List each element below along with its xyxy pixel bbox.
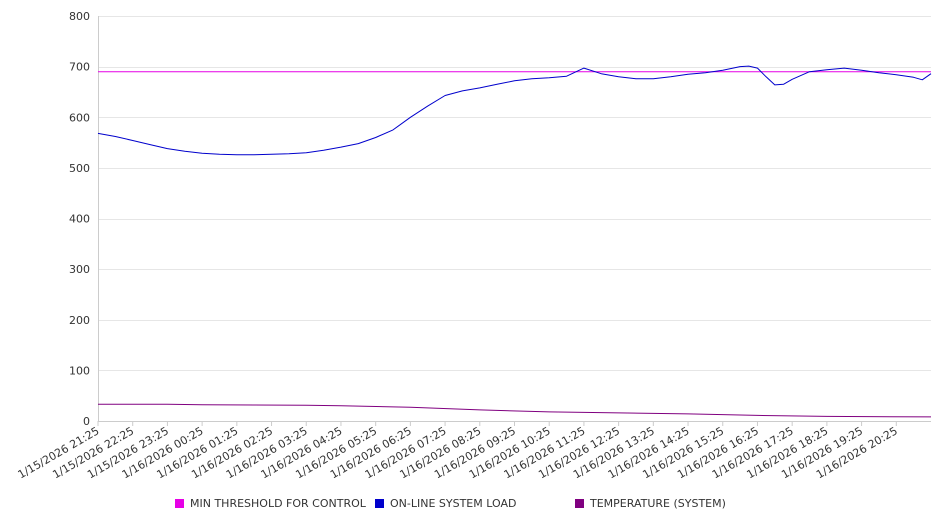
y-tick-label-500: 500: [69, 162, 90, 175]
y-tick-label-200: 200: [69, 314, 90, 327]
y-tick-label-800: 800: [69, 10, 90, 23]
legend-item-min-threshold[interactable]: MIN THRESHOLD FOR CONTROL: [175, 497, 366, 510]
legend-item-system-load[interactable]: ON-LINE SYSTEM LOAD: [375, 497, 516, 510]
series-line-system-load: [97, 65, 932, 156]
y-tick-label-100: 100: [69, 364, 90, 377]
legend-label-system-load: ON-LINE SYSTEM LOAD: [390, 497, 517, 510]
legend-label-min-threshold: MIN THRESHOLD FOR CONTROL: [190, 497, 366, 510]
legend-swatch-temperature: [575, 499, 584, 508]
y-tick-label-300: 300: [69, 263, 90, 276]
y-tick-label-600: 600: [69, 111, 90, 124]
y-tick-label-700: 700: [69, 61, 90, 74]
legend-swatch-system-load: [375, 499, 384, 508]
legend-swatch-min-threshold: [175, 499, 184, 508]
series-line-temperature: [98, 403, 932, 418]
y-tick-label-0: 0: [83, 415, 90, 428]
legend: MIN THRESHOLD FOR CONTROL ON-LINE SYSTEM…: [0, 497, 946, 517]
legend-item-temperature[interactable]: TEMPERATURE (SYSTEM): [575, 497, 726, 510]
y-tick-label-400: 400: [69, 213, 90, 226]
legend-label-temperature: TEMPERATURE (SYSTEM): [590, 497, 726, 510]
